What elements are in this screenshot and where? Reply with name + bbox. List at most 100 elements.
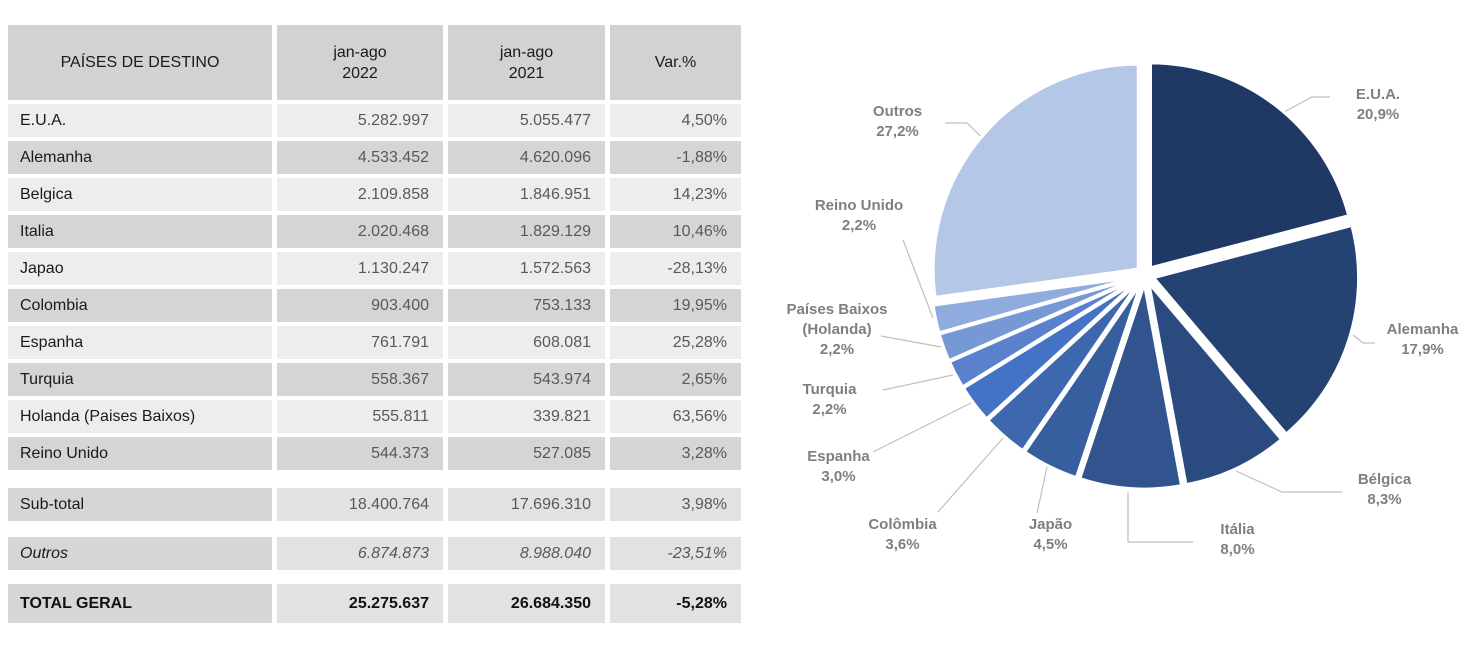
pie-leader-line-5 [937, 437, 1004, 513]
pie-slice-4 [1023, 281, 1143, 480]
value-var: -28,13% [610, 252, 741, 285]
country-name: Italia [8, 215, 272, 248]
header-jan-ago-2021: jan-ago 2021 [448, 25, 605, 100]
pie-label-pct: 2,2% [841, 217, 877, 234]
header-paises-de-destino: PAÍSES DE DESTINO [8, 25, 272, 100]
table-row-reino-unido: Reino Unido 544.373 527.085 3,28% [8, 437, 741, 470]
pie-label-colombia: Colômbia 3,6% [855, 515, 950, 555]
pie-label-outros: Outros 27,2% [850, 102, 945, 142]
pie-slice-0 [1148, 61, 1351, 270]
value-2022: 5.282.997 [277, 104, 443, 137]
pie-label-pct: 3,0% [821, 468, 856, 485]
header-var-pct: Var.% [610, 25, 741, 100]
value-2021: 1.846.951 [448, 178, 605, 211]
pie-slice-1 [1152, 223, 1361, 436]
table-row-eua: E.U.A. 5.282.997 5.055.477 4,50% [8, 104, 741, 137]
pie-label-pct: 27,2% [876, 123, 919, 140]
pie-leader-line-2 [1235, 470, 1342, 493]
table-row-belgica: Belgica 2.109.858 1.846.951 14,23% [8, 178, 741, 211]
pie-label-text: Outros [872, 103, 923, 120]
value-var: 14,23% [610, 178, 741, 211]
table-row-outros: Outros 6.874.873 8.988.040 -23,51% [8, 537, 741, 570]
country-name: Turquia [8, 363, 272, 396]
value-2021: 17.696.310 [448, 488, 605, 521]
table-row-espanha: Espanha 761.791 608.081 25,28% [8, 326, 741, 359]
pie-label-pct: 2,2% [819, 341, 855, 358]
table-row-alemanha: Alemanha 4.533.452 4.620.096 -1,88% [8, 141, 741, 174]
pie-label-text: E.U.A. [1355, 86, 1401, 103]
table-row-italia: Italia 2.020.468 1.829.129 10,46% [8, 215, 741, 248]
value-2021: 1.829.129 [448, 215, 605, 248]
pie-slice-3 [1078, 282, 1184, 491]
pie-slice-2 [1147, 281, 1284, 487]
pie-label-japao: Japão 4,5% [1003, 515, 1098, 555]
pie-label-text: Japão [1028, 516, 1073, 533]
value-var: 2,65% [610, 363, 741, 396]
value-2021: 339.821 [448, 400, 605, 433]
table-row-holanda: Holanda (Paises Baixos) 555.811 339.821 … [8, 400, 741, 433]
outros-label: Outros [8, 537, 272, 570]
value-2022: 6.874.873 [277, 537, 443, 570]
pie-slice-5 [986, 280, 1141, 453]
pie-leader-line-8 [880, 335, 942, 348]
value-var: 63,56% [610, 400, 741, 433]
pie-leader-line-3 [1127, 492, 1193, 543]
value-2021: 608.081 [448, 326, 605, 359]
table-row-turquia: Turquia 558.367 543.974 2,65% [8, 363, 741, 396]
pie-label-text: Reino Unido [814, 197, 904, 214]
pie-label-eua: E.U.A. 20,9% [1332, 85, 1424, 125]
value-2021: 1.572.563 [448, 252, 605, 285]
country-name: Holanda (Paises Baixos) [8, 400, 272, 433]
pie-label-alemanha: Alemanha 17,9% [1375, 320, 1468, 360]
value-var: -1,88% [610, 141, 741, 174]
country-name: Espanha [8, 326, 272, 359]
value-2022: 1.130.247 [277, 252, 443, 285]
pie-label-text: Turquia [802, 381, 857, 398]
pie-leader-line-7 [882, 374, 954, 391]
subtotal-label: Sub-total [8, 488, 272, 521]
total-label: TOTAL GERAL [8, 584, 272, 623]
table-row-total-geral: TOTAL GERAL 25.275.637 26.684.350 -5,28% [8, 584, 741, 623]
pie-chart [872, 61, 1375, 543]
value-2021: 8.988.040 [448, 537, 605, 570]
value-var: -23,51% [610, 537, 741, 570]
table-header-row: PAÍSES DE DESTINO jan-ago 2022 jan-ago 2… [8, 25, 741, 100]
pie-label-italia: Itália 8,0% [1190, 520, 1285, 560]
pie-label-pct: 3,6% [885, 536, 920, 553]
value-var: 25,28% [610, 326, 741, 359]
value-2021: 4.620.096 [448, 141, 605, 174]
pie-label-text: Bélgica [1357, 471, 1412, 488]
pie-label-turquia: Turquia 2,2% [782, 380, 877, 420]
pie-label-text: Itália [1220, 521, 1255, 538]
country-name: Japao [8, 252, 272, 285]
value-2022: 544.373 [277, 437, 443, 470]
country-name: Alemanha [8, 141, 272, 174]
pie-slice-9 [931, 275, 1138, 335]
pie-leader-line-0 [1283, 96, 1330, 113]
value-2021: 26.684.350 [448, 584, 605, 623]
pie-label-text: Países Baixos (Holanda) [786, 301, 888, 338]
table-row-japao: Japao 1.130.247 1.572.563 -28,13% [8, 252, 741, 285]
pie-label-pct: 8,0% [1220, 541, 1255, 558]
pie-label-pct: 8,3% [1367, 491, 1402, 508]
country-name: Colombia [8, 289, 272, 322]
destination-table: PAÍSES DE DESTINO jan-ago 2022 jan-ago 2… [8, 25, 741, 623]
value-2022: 18.400.764 [277, 488, 443, 521]
pie-label-belgica: Bélgica 8,3% [1337, 470, 1432, 510]
pie-label-text: Alemanha [1386, 321, 1459, 338]
pie-leader-line-9 [902, 239, 934, 319]
value-2022: 555.811 [277, 400, 443, 433]
value-2021: 543.974 [448, 363, 605, 396]
value-2022: 2.109.858 [277, 178, 443, 211]
pie-label-pct: 20,9% [1356, 106, 1400, 123]
value-2021: 5.055.477 [448, 104, 605, 137]
value-2022: 2.020.468 [277, 215, 443, 248]
country-name: Belgica [8, 178, 272, 211]
pie-chart-panel: E.U.A. 20,9% Alemanha 17,9% Bélgica 8,3%… [745, 0, 1468, 655]
pie-label-pct: 4,5% [1033, 536, 1068, 553]
pie-label-pct: 2,2% [812, 401, 847, 418]
country-name: Reino Unido [8, 437, 272, 470]
pie-label-text: Espanha [807, 448, 870, 465]
value-2021: 527.085 [448, 437, 605, 470]
pie-leader-line-4 [1036, 466, 1048, 514]
